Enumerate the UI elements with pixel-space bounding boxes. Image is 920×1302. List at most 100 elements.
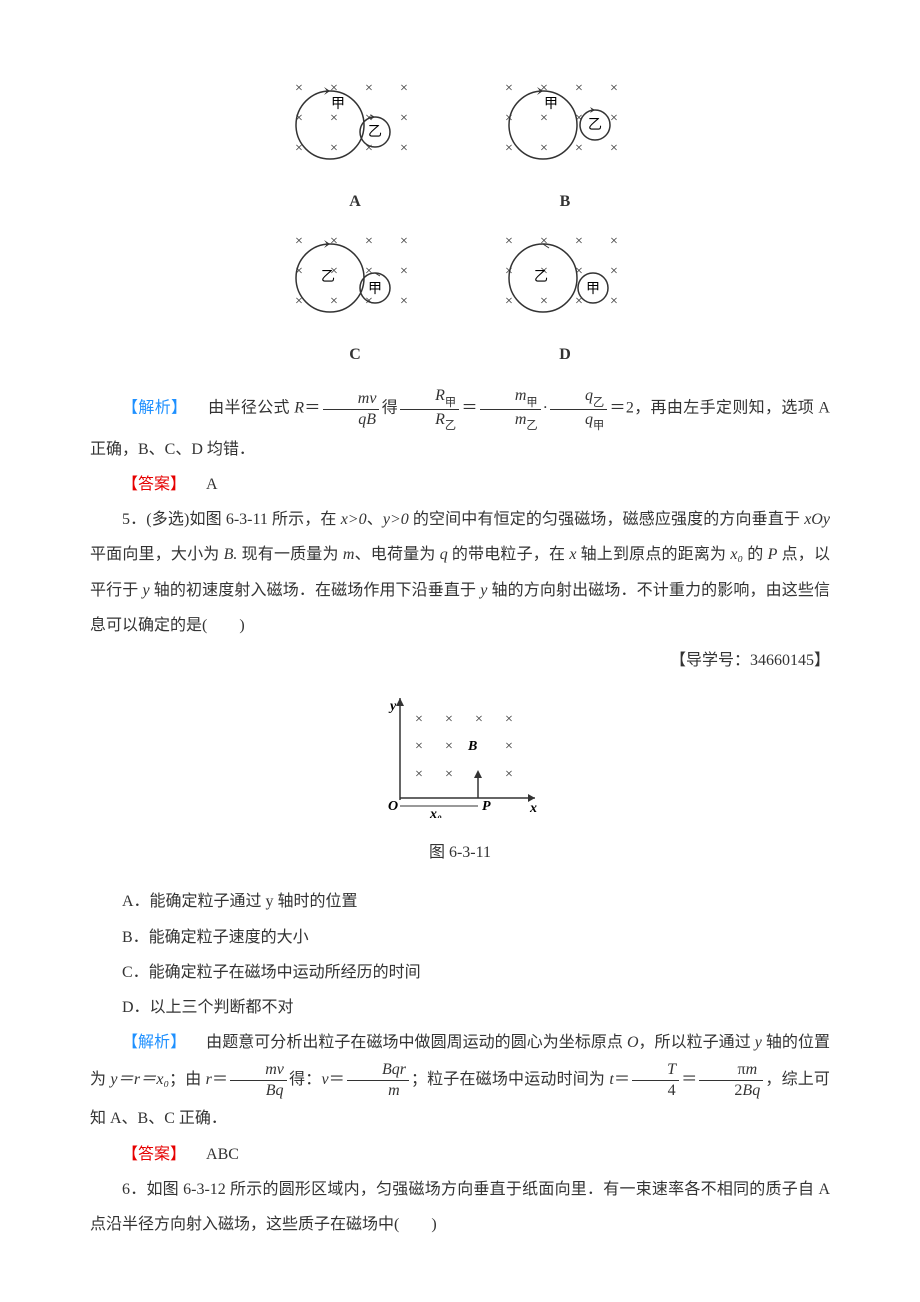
q5-stem: 5．(多选)如图 6-3-11 所示，在 x>0、y>0 的空间中有恒定的匀强磁… — [90, 502, 830, 643]
svg-text:×: × — [575, 234, 583, 249]
q5-answer-value: ABC — [190, 1146, 239, 1163]
q5-figure: y x O × × × × × × × × × × B P x₀ 图 6-3-11 — [90, 688, 830, 870]
q5-ref: 【导学号：34660145】 — [90, 643, 830, 678]
diag-cell-A: ×××× ×××× ×××× 甲 乙 A — [275, 70, 435, 219]
diag-label-B: B — [560, 184, 571, 219]
svg-text:×: × — [415, 739, 423, 754]
frac-mv-qB: mvqB — [323, 389, 380, 430]
frac-Bqr-m: Bqrm — [347, 1060, 409, 1101]
svg-text:x₀: x₀ — [429, 807, 442, 818]
diag-cell-C: ×××× ×××× ×××× 乙 甲 C — [275, 223, 435, 372]
label-B-big: 甲 — [544, 97, 558, 112]
diagram-C: ×××× ×××× ×××× 乙 甲 — [275, 223, 435, 333]
q4-answer: 【答案】 A — [90, 467, 830, 502]
svg-text:×: × — [445, 712, 453, 727]
frac-R: R甲R乙 — [400, 386, 459, 431]
svg-text:×: × — [365, 234, 373, 249]
label-C-big: 乙 — [321, 269, 335, 285]
svg-text:×: × — [400, 264, 408, 279]
label-A-big: 甲 — [331, 97, 345, 112]
svg-text:×: × — [400, 111, 408, 126]
q5-opt-B: B．能确定粒子速度的大小 — [90, 920, 830, 955]
q4-analysis-prefix: 由半径公式 — [192, 400, 294, 417]
svg-text:×: × — [540, 111, 548, 126]
svg-text:×: × — [330, 234, 338, 249]
svg-text:×: × — [540, 294, 548, 309]
svg-text:×: × — [505, 81, 513, 96]
svg-text:×: × — [330, 294, 338, 309]
q4-diagrams: × × × × × × × × × × × × 甲 乙 A × × × × × × × × × — [90, 70, 830, 372]
diagram-A: ×××× ×××× ×××× 甲 乙 — [275, 70, 435, 180]
diag-row-2: ×××× ×××× ×××× 乙 甲 C ×××× ×××× ×××× — [90, 223, 830, 372]
q5-answer: 【答案】 ABC — [90, 1137, 830, 1172]
diag-cell-B: ×××× ×××× ×××× 甲 乙 B — [485, 70, 645, 219]
diag-label-D: D — [559, 337, 571, 372]
svg-text:×: × — [505, 712, 513, 727]
svg-text:×: × — [610, 294, 618, 309]
answer-label-2: 【答案】 — [122, 1146, 186, 1163]
svg-text:×: × — [400, 234, 408, 249]
svg-text:×: × — [575, 141, 583, 156]
svg-text:×: × — [400, 81, 408, 96]
svg-text:×: × — [610, 81, 618, 96]
q5-analysis: 【解析】 由题意可分析出粒子在磁场中做圆周运动的圆心为坐标原点 O，所以粒子通过… — [90, 1025, 830, 1136]
svg-text:×: × — [505, 767, 513, 782]
svg-text:×: × — [400, 141, 408, 156]
svg-text:×: × — [415, 712, 423, 727]
svg-text:×: × — [610, 141, 618, 156]
svg-text:×: × — [505, 739, 513, 754]
svg-text:×: × — [330, 81, 338, 96]
svg-text:×: × — [505, 141, 513, 156]
analysis-label: 【解析】 — [122, 400, 187, 417]
svg-text:×: × — [610, 264, 618, 279]
diag-cell-D: ×××× ×××× ×××× 乙 甲 D — [485, 223, 645, 372]
svg-text:x: x — [529, 801, 537, 816]
q5-opt-D: D．以上三个判断都不对 — [90, 990, 830, 1025]
label-B-small: 乙 — [588, 117, 602, 133]
label-D-big: 乙 — [534, 269, 548, 285]
svg-text:×: × — [330, 111, 338, 126]
label-C-small: 甲 — [368, 282, 382, 297]
svg-text:×: × — [610, 111, 618, 126]
svg-text:×: × — [540, 81, 548, 96]
diagram-B: ×××× ×××× ×××× 甲 乙 — [485, 70, 645, 180]
label-A-small: 乙 — [368, 124, 382, 140]
answer-label: 【答案】 — [122, 476, 186, 493]
svg-text:P: P — [482, 799, 491, 814]
eq-R: R — [294, 400, 304, 417]
label-D-small: 甲 — [586, 282, 600, 297]
svg-text:×: × — [415, 767, 423, 782]
svg-text:×: × — [575, 294, 583, 309]
svg-text:×: × — [575, 81, 583, 96]
diag-row-1: ×××× ×××× ×××× 甲 乙 A ×××× ×××× × — [90, 70, 830, 219]
frac-m: m甲m乙 — [480, 386, 541, 431]
frac-pim-2Bq: πm2Bq — [699, 1060, 763, 1101]
svg-text:×: × — [540, 141, 548, 156]
analysis-label-2: 【解析】 — [122, 1034, 186, 1051]
svg-text:×: × — [610, 234, 618, 249]
q5-svg: y x O × × × × × × × × × × B P x₀ — [370, 688, 550, 818]
svg-text:B: B — [467, 739, 477, 754]
svg-text:O: O — [388, 799, 398, 814]
q5-fig-caption: 图 6-3-11 — [90, 835, 830, 870]
svg-text:×: × — [445, 767, 453, 782]
svg-text:×: × — [400, 294, 408, 309]
diag-label-C: C — [349, 337, 361, 372]
svg-text:×: × — [295, 81, 303, 96]
svg-text:y: y — [388, 699, 397, 714]
diag-label-A: A — [349, 184, 361, 219]
q4-answer-value: A — [190, 476, 218, 493]
q4-analysis: 【解析】 由半径公式 R＝mvqB得R甲R乙＝m甲m乙·q乙q甲＝2，再由左手定… — [90, 386, 830, 467]
svg-text:×: × — [295, 234, 303, 249]
svg-text:×: × — [445, 739, 453, 754]
svg-text:×: × — [505, 294, 513, 309]
q5-opt-A: A．能确定粒子通过 y 轴时的位置 — [90, 884, 830, 919]
svg-text:×: × — [505, 234, 513, 249]
frac-T-4: T4 — [632, 1060, 679, 1101]
diagram-D: ×××× ×××× ×××× 乙 甲 — [485, 223, 645, 333]
frac-q: q乙q甲 — [550, 386, 607, 431]
svg-text:×: × — [475, 712, 483, 727]
svg-text:×: × — [365, 81, 373, 96]
q5-opt-C: C．能确定粒子在磁场中运动所经历的时间 — [90, 955, 830, 990]
frac-mv-Bq: mvBq — [230, 1060, 287, 1101]
